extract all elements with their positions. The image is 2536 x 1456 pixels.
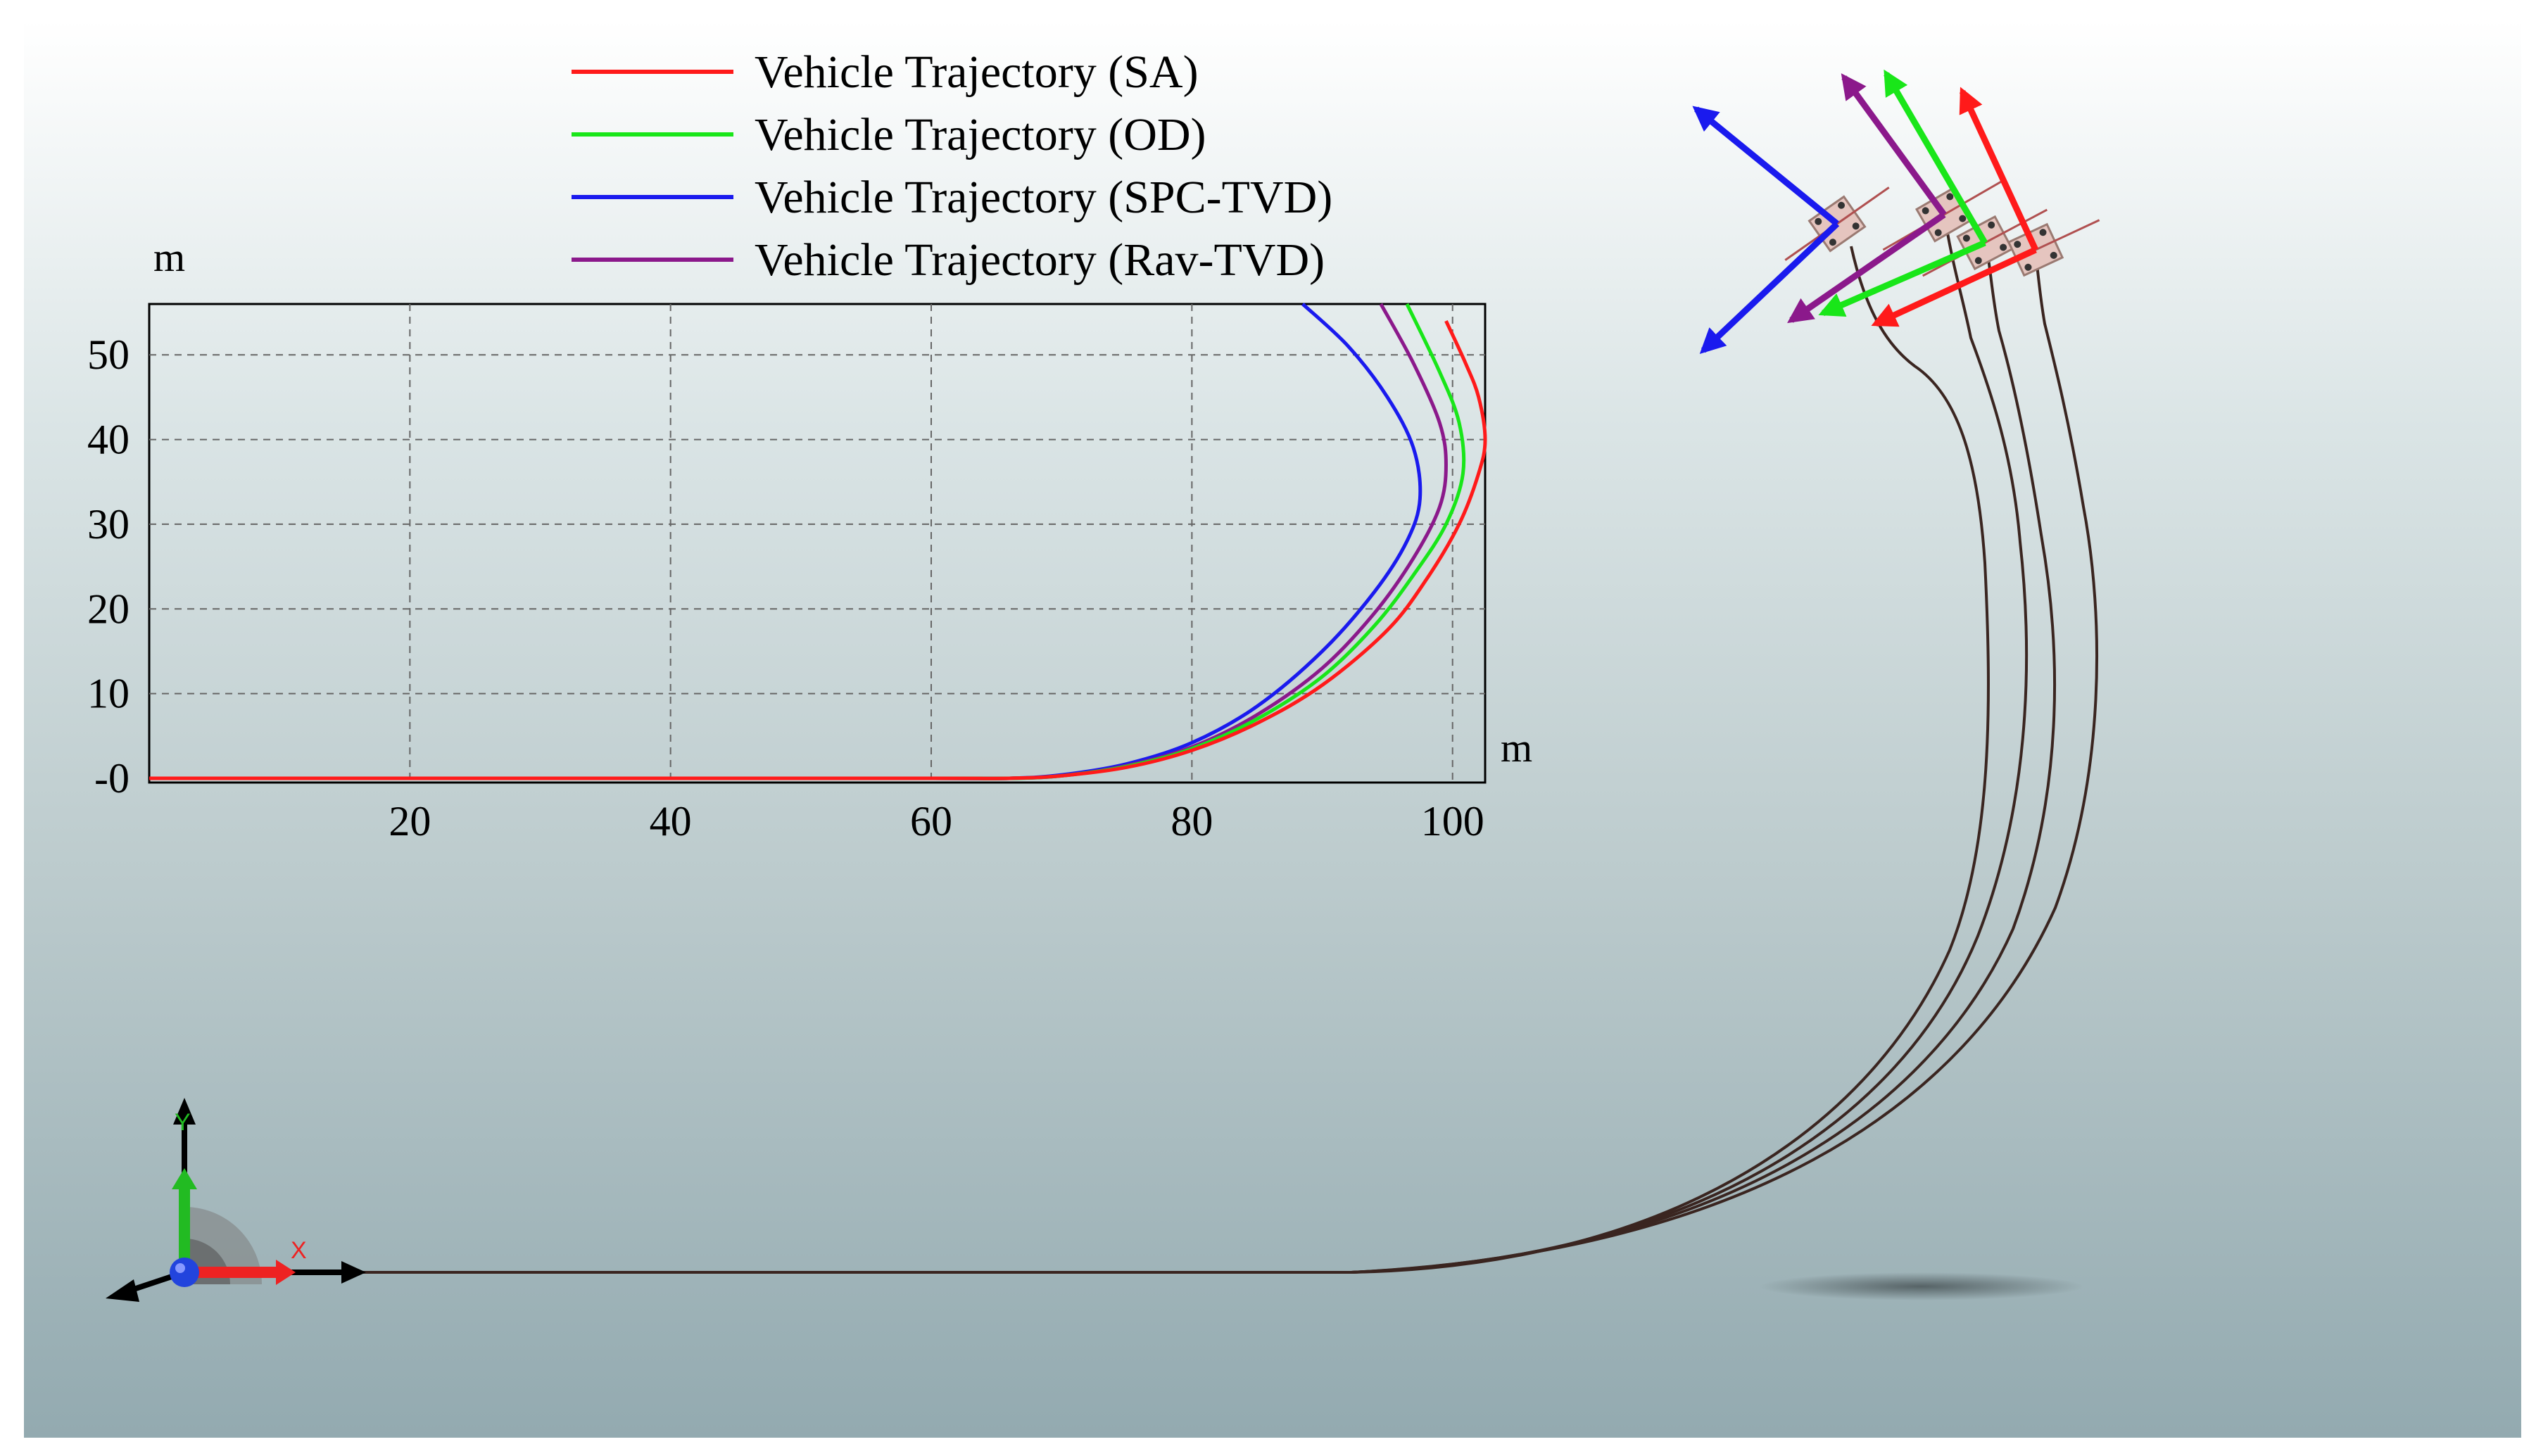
sim-path-rav-tvd bbox=[1351, 224, 2029, 1274]
heading-arrow-icon bbox=[1959, 87, 2039, 251]
sim-trajectory-paths bbox=[355, 224, 2099, 1274]
plot-frame bbox=[148, 303, 1487, 784]
x-tick-label: 20 bbox=[389, 798, 431, 844]
legend-label: Vehicle Trajectory (SA) bbox=[755, 46, 1199, 98]
legend-item: Vehicle Trajectory (SA) bbox=[572, 46, 1199, 98]
legend-label: Vehicle Trajectory (Rav-TVD) bbox=[755, 234, 1325, 286]
viewport-background bbox=[24, 20, 2521, 1438]
heading-arrow-icon bbox=[1787, 212, 1946, 324]
heading-arrow-icon bbox=[1699, 221, 1840, 354]
sim-path-sa bbox=[1351, 253, 2099, 1274]
triad-y-label: Y bbox=[175, 1109, 191, 1136]
legend: Vehicle Trajectory (SA) Vehicle Trajector… bbox=[572, 46, 1332, 286]
y-axis-label: m bbox=[153, 234, 185, 280]
y-tick-label: 20 bbox=[87, 585, 130, 632]
x-tick-label: 40 bbox=[650, 798, 692, 844]
legend-item: Vehicle Trajectory (Rav-TVD) bbox=[572, 234, 1325, 286]
heading-arrow-icon bbox=[1884, 69, 1988, 245]
triad-x-label: X bbox=[291, 1237, 307, 1264]
heading-arrow-icon bbox=[1871, 246, 2037, 327]
x-tick-label: 80 bbox=[1171, 798, 1213, 844]
legend-label: Vehicle Trajectory (OD) bbox=[755, 109, 1206, 160]
sim-path-spc-tvd bbox=[355, 246, 1990, 1274]
y-tick-label: 40 bbox=[87, 417, 130, 463]
grid-lines bbox=[149, 304, 1485, 783]
heading-arrow-icon bbox=[1841, 73, 1947, 217]
legend-item: Vehicle Trajectory (OD) bbox=[572, 109, 1206, 160]
tick-labels: 20 40 60 80 100 -0 10 20 30 40 50 bbox=[87, 331, 1484, 844]
y-tick-label: -0 bbox=[94, 755, 130, 802]
y-tick-label: 30 bbox=[87, 501, 130, 547]
trajectory-plot: 20 40 60 80 100 -0 10 20 30 40 50 m m bbox=[87, 234, 1532, 844]
y-tick-label: 10 bbox=[87, 671, 130, 717]
heading-arrow-icon bbox=[1818, 239, 1986, 317]
axis-triad-icon: Y X bbox=[106, 1098, 366, 1302]
heading-arrow-icon bbox=[1692, 106, 1839, 227]
x-tick-label: 100 bbox=[1421, 798, 1484, 844]
plot-series bbox=[149, 303, 1487, 780]
legend-item: Vehicle Trajectory (SPC-TVD) bbox=[572, 172, 1332, 223]
x-tick-label: 60 bbox=[910, 798, 952, 844]
x-axis-label: m bbox=[1501, 725, 1532, 771]
heading-arrows bbox=[1692, 69, 2039, 354]
sim-path-od bbox=[1351, 246, 2056, 1274]
y-tick-label: 50 bbox=[87, 331, 130, 378]
legend-label: Vehicle Trajectory (SPC-TVD) bbox=[755, 172, 1332, 223]
ground-shadow bbox=[1760, 1272, 2083, 1300]
series-line-sa bbox=[149, 320, 1487, 780]
